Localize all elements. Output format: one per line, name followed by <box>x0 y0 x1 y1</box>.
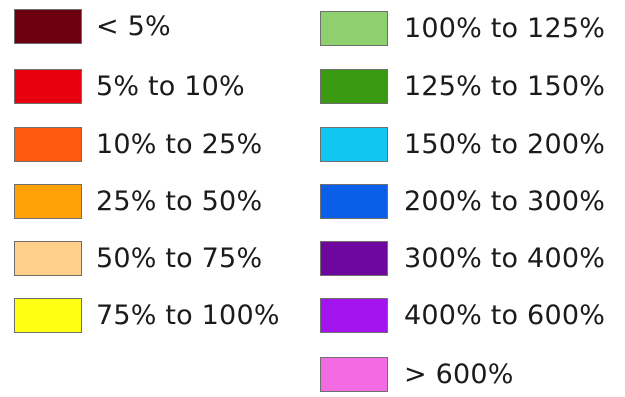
legend-swatch <box>320 183 388 219</box>
legend-swatch <box>320 240 388 276</box>
legend-label: 5% to 10% <box>96 70 245 102</box>
legend-label: 150% to 200% <box>404 128 606 160</box>
legend-swatch <box>14 240 82 276</box>
legend-item: 125% to 150% <box>320 66 605 106</box>
legend-swatch <box>320 297 388 333</box>
legend-item: < 5% <box>14 6 171 46</box>
legend-item: 50% to 75% <box>14 238 262 278</box>
legend-label: 300% to 400% <box>404 242 606 274</box>
legend-swatch <box>14 8 82 44</box>
legend-label: 200% to 300% <box>404 185 606 217</box>
legend-label: 50% to 75% <box>96 242 263 274</box>
legend-label: 400% to 600% <box>404 299 606 331</box>
legend-item: 150% to 200% <box>320 124 605 164</box>
legend-label: 100% to 125% <box>404 12 606 44</box>
legend-label: < 5% <box>96 10 171 42</box>
legend-item: 400% to 600% <box>320 295 605 335</box>
legend-item: 100% to 125% <box>320 8 605 48</box>
legend-swatch <box>320 10 388 46</box>
legend-item: 25% to 50% <box>14 181 262 221</box>
legend-label: 10% to 25% <box>96 128 263 160</box>
legend-swatch <box>320 356 388 392</box>
legend-item: 300% to 400% <box>320 238 605 278</box>
legend-swatch <box>14 68 82 104</box>
legend-item: 10% to 25% <box>14 124 262 164</box>
legend-swatch <box>14 126 82 162</box>
legend-item: 5% to 10% <box>14 66 245 106</box>
legend-item: 200% to 300% <box>320 181 605 221</box>
legend-label: 125% to 150% <box>404 70 606 102</box>
legend-swatch <box>320 68 388 104</box>
legend-label: > 600% <box>404 358 514 390</box>
legend-label: 25% to 50% <box>96 185 263 217</box>
legend-label: 75% to 100% <box>96 299 280 331</box>
legend-swatch <box>14 297 82 333</box>
legend-item: 75% to 100% <box>14 295 280 335</box>
legend-swatch <box>320 126 388 162</box>
legend-swatch <box>14 183 82 219</box>
legend-item: > 600% <box>320 354 514 394</box>
